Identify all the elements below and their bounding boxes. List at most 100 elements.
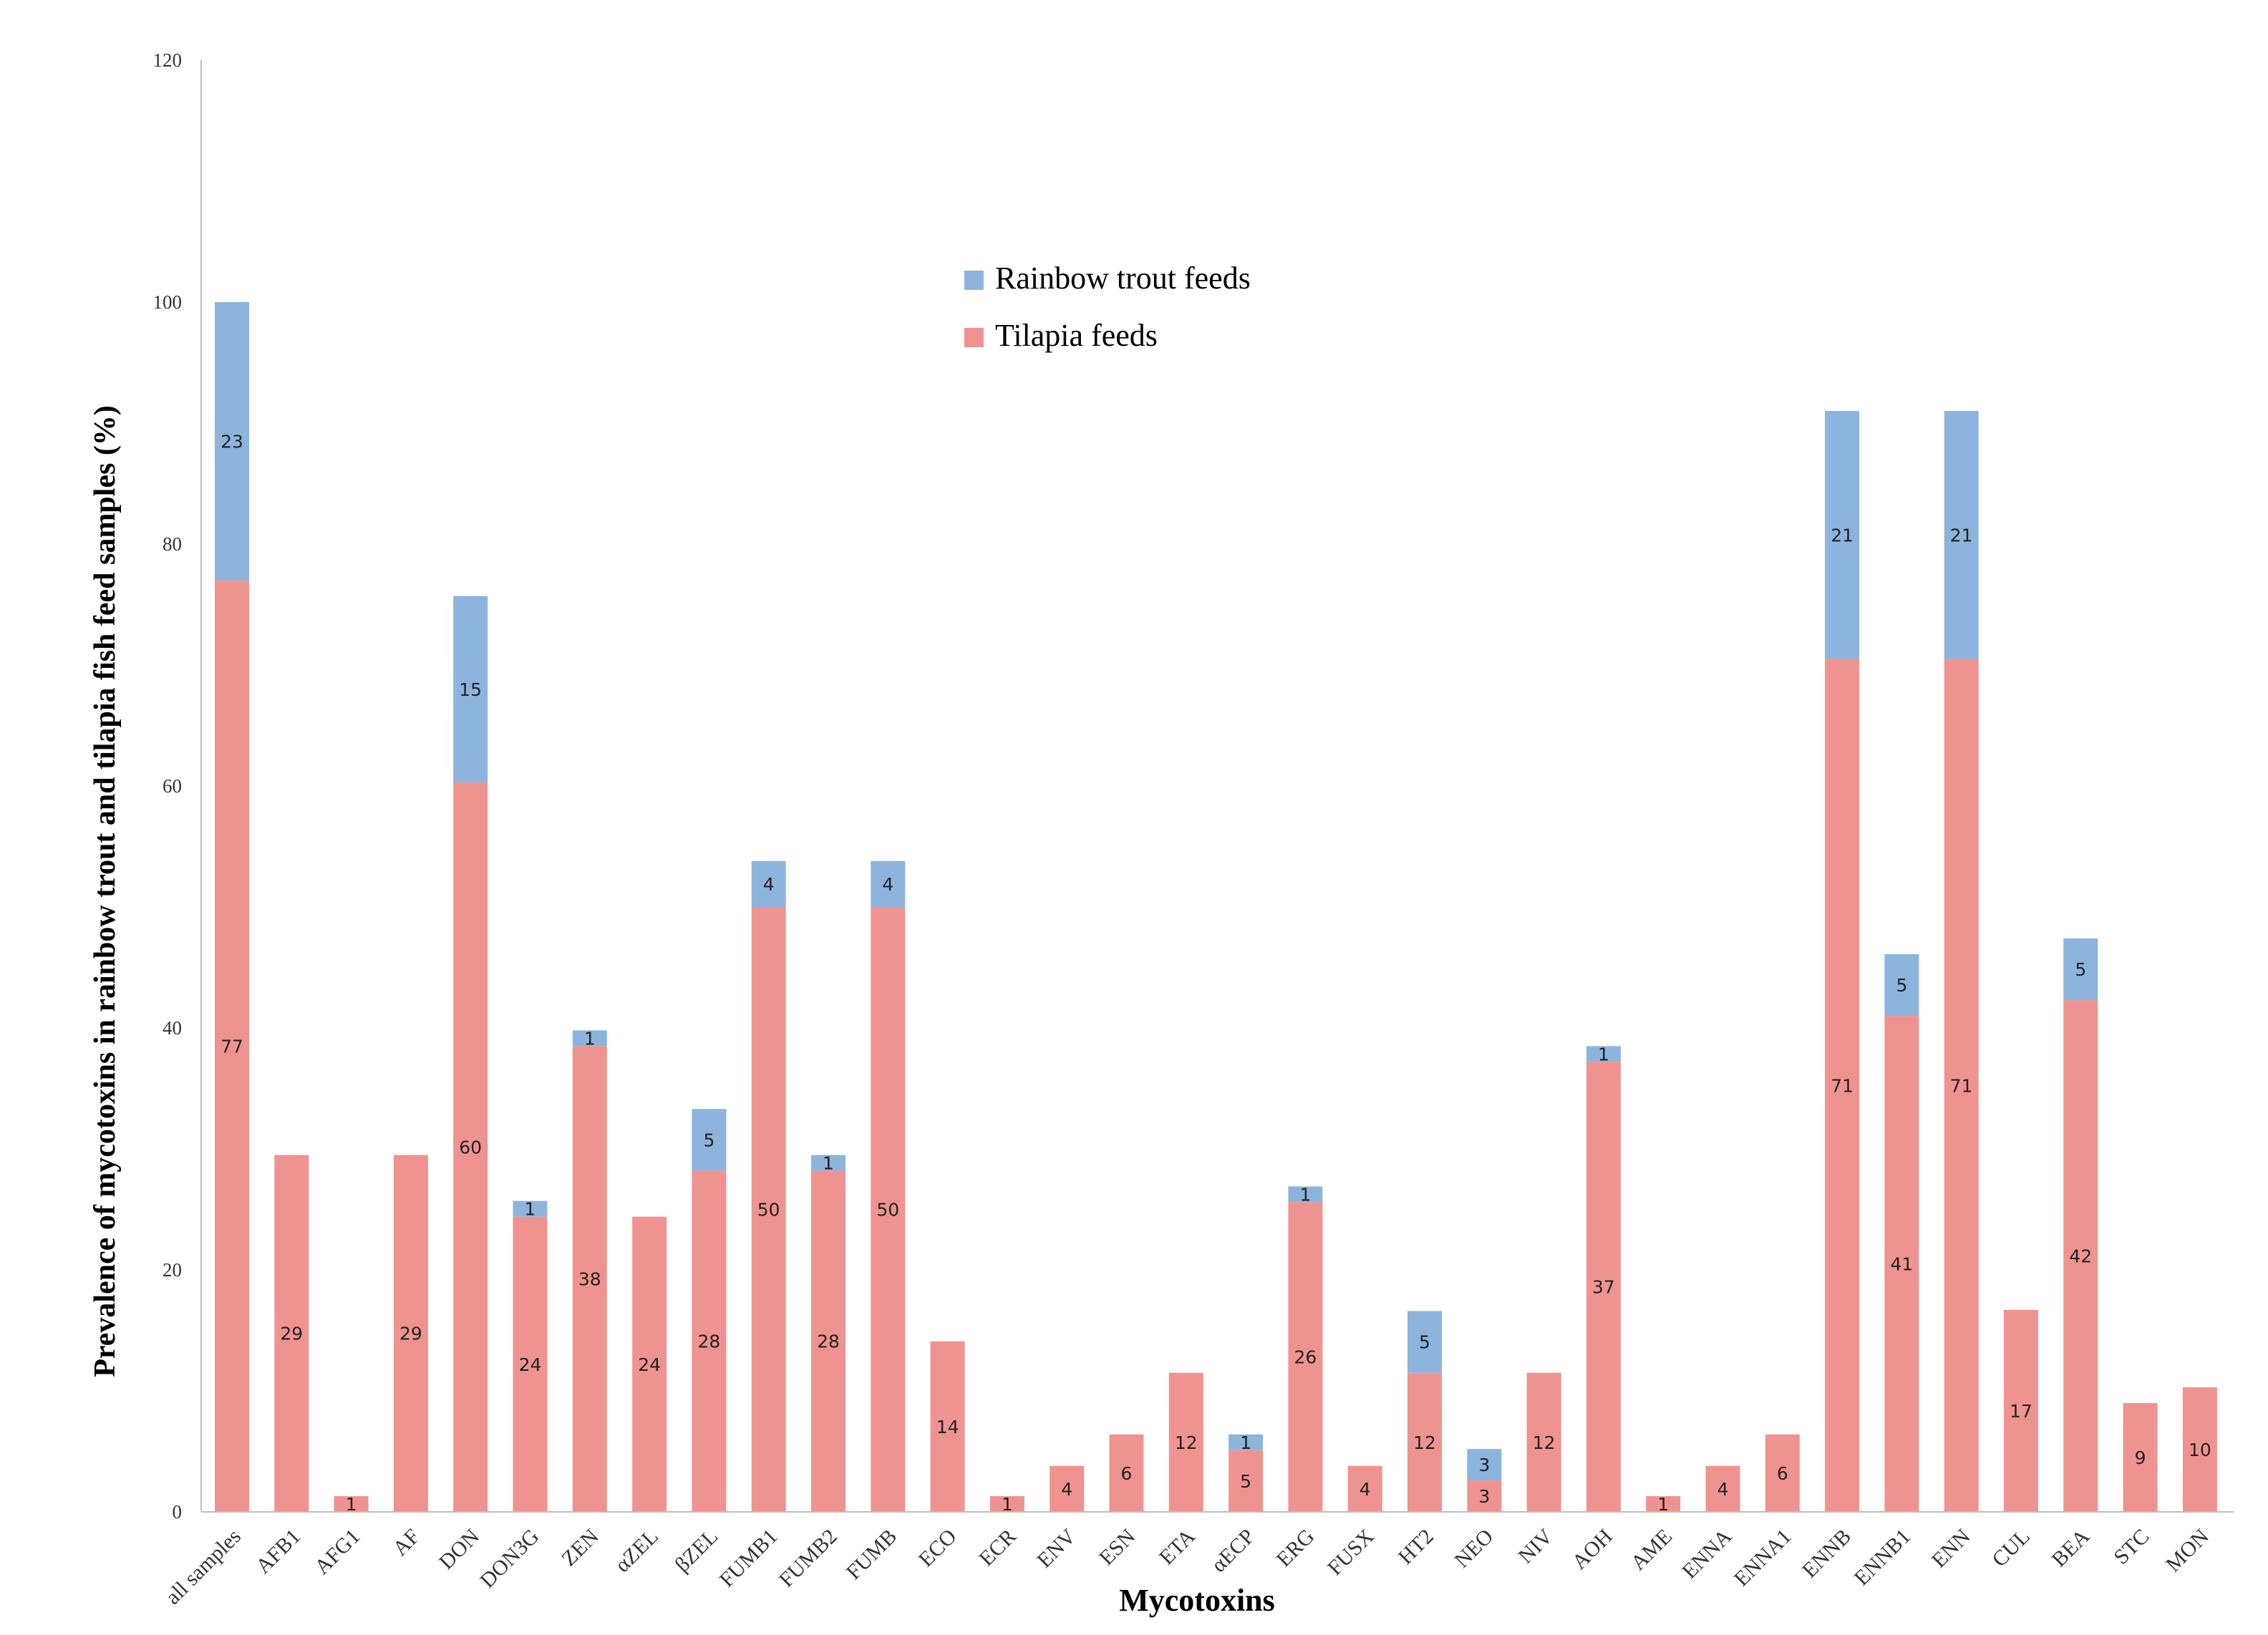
y-tick-label: 80 [163,533,182,555]
data-label-tilapia: 24 [638,1354,661,1375]
x-tick-label: ECR [974,1525,1021,1571]
bar-group: 1 [989,1494,1024,1515]
data-label-trout: 1 [525,1199,536,1220]
x-tick-label: ECO [914,1525,961,1572]
data-label-tilapia: 5 [1240,1471,1251,1492]
data-label-tilapia: 10 [2189,1440,2211,1460]
data-label-tilapia: 1 [1657,1494,1669,1515]
bar-group: 71 21 [1825,411,1860,1512]
bar-tilapia [1526,1372,1561,1512]
x-tick-label: ENNA [1677,1524,1736,1583]
data-label-tilapia: 4 [1360,1479,1371,1500]
bar-tilapia [632,1216,667,1512]
x-tick-label: DON3G [475,1525,543,1593]
data-label-trout: 1 [823,1153,834,1173]
data-label-trout: 3 [1478,1455,1490,1475]
data-label-tilapia: 4 [1717,1479,1729,1500]
bar-trout [1467,1449,1502,1481]
data-label-tilapia: 17 [2010,1401,2032,1422]
data-label-tilapia: 37 [1592,1277,1615,1298]
data-label-tilapia: 50 [876,1200,899,1221]
data-label-tilapia: 24 [519,1354,542,1375]
bar-trout [1288,1186,1323,1203]
bar-group: 17 [2004,1309,2038,1512]
data-label-trout: 1 [1240,1432,1251,1453]
bar-tilapia [871,907,906,1512]
bar-group: 37 1 [1586,1044,1621,1512]
bar-group: 12 5 [1407,1311,1442,1512]
y-tick-label: 0 [173,1501,183,1523]
bar-group: 50 4 [871,860,906,1512]
bar-trout [871,860,906,907]
x-tick-label: ENN [1927,1525,1975,1573]
data-label-tilapia: 26 [1294,1347,1317,1368]
bar-tilapia [572,1046,607,1512]
bar-group: 14 [930,1341,965,1512]
x-tick-label: AF [388,1525,424,1561]
bar-tilapia [2123,1402,2158,1512]
data-label-tilapia: 28 [697,1331,720,1352]
bar-group: 4 [1050,1465,1085,1512]
data-label-trout: 1 [584,1028,596,1049]
bar-trout [1407,1311,1442,1373]
data-label-tilapia: 12 [1413,1432,1436,1453]
x-tick-label: AME [1627,1525,1677,1575]
bar-trout [1825,411,1860,659]
bar-tilapia [1646,1496,1681,1512]
bar-trout [453,596,488,782]
bar-tilapia [811,1170,845,1512]
bar-tilapia [1347,1465,1382,1512]
data-label-tilapia: 6 [1121,1463,1133,1484]
bar-trout [2063,938,2098,1001]
bar-trout [572,1030,607,1047]
bar-tilapia [1168,1372,1203,1512]
x-tick-label: FUMB [842,1525,901,1584]
x-tick-label: ERG [1272,1525,1319,1572]
bar-tilapia [274,1155,309,1512]
data-label-tilapia: 50 [757,1200,780,1221]
data-label-tilapia: 38 [578,1269,601,1290]
x-tick-label: AFG1 [310,1525,364,1579]
x-tick-label: ZEN [557,1525,604,1571]
bar-tilapia [751,907,786,1512]
x-tick-label: ESN [1095,1525,1140,1570]
bar-group: 71 21 [1944,411,1979,1512]
bar-tilapia [1288,1202,1323,1512]
data-label-trout: 1 [1598,1044,1609,1064]
data-label-tilapia: 12 [1175,1432,1198,1453]
bar-group: 12 [1526,1372,1561,1512]
x-tick-label: HT2 [1394,1525,1438,1569]
bar-group: 77 23 [215,302,249,1513]
bar-group: 12 [1168,1372,1203,1512]
data-label-tilapia: 77 [220,1036,243,1057]
bar-trout [215,302,249,581]
x-tick-label: FUMB1 [715,1525,782,1592]
bar-tilapia [1467,1480,1502,1512]
x-tick-label: AOH [1568,1525,1617,1574]
x-tick-label: DON [435,1525,484,1574]
bar-tilapia [215,580,249,1513]
bar-tilapia [1228,1450,1264,1512]
x-tick-label: STC [2109,1525,2153,1569]
x-tick-label: αZEL [611,1525,663,1577]
bar-group: 29 [393,1155,428,1512]
bar-group: 38 1 [572,1028,607,1512]
bar-group: 24 [632,1216,667,1512]
data-label-tilapia: 42 [2069,1246,2092,1267]
bar-trout [811,1155,845,1171]
bar-trout [513,1200,548,1217]
data-label-trout: 4 [763,874,775,895]
data-label-trout: 21 [1950,525,1973,545]
data-label-tilapia: 71 [1950,1075,1973,1096]
legend-swatch-trout [964,271,984,290]
x-tick-label: CUL [1987,1525,2035,1572]
bar-group: 33 [1467,1449,1502,1512]
bar-group: 50 4 [751,860,786,1512]
bar-group: 9 [2123,1402,2158,1512]
bar-group: 24 1 [513,1199,548,1512]
data-label-tilapia: 1 [346,1494,357,1515]
data-label-tilapia: 29 [280,1324,303,1344]
bar-tilapia [1765,1434,1800,1512]
bar-tilapia [1050,1465,1085,1512]
data-label-trout: 15 [459,679,482,700]
